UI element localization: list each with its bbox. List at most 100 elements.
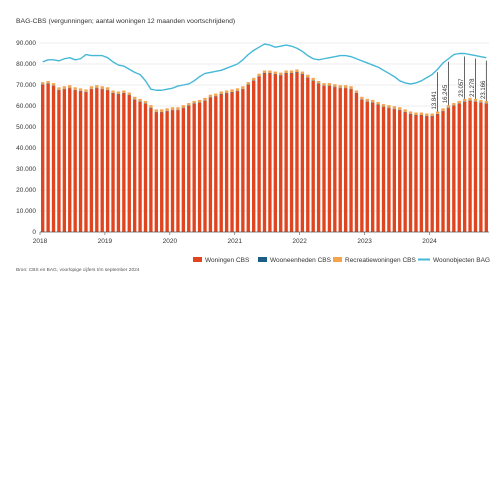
bar-woningen	[46, 83, 50, 232]
bar-woningen	[387, 108, 391, 232]
bar-recreatie	[306, 74, 310, 78]
bar-recreatie	[105, 87, 110, 90]
bar-recreatie	[295, 69, 299, 72]
bar-recreatie	[419, 112, 424, 116]
bar-woningen	[170, 110, 175, 232]
bar-woningen	[143, 103, 148, 233]
bar-woningen	[111, 93, 115, 233]
bar-recreatie	[197, 99, 202, 103]
bar-woningen	[252, 80, 256, 232]
bar-woningen	[246, 85, 250, 232]
bar-woningen	[116, 94, 121, 232]
bar-woningen	[468, 100, 472, 232]
bar-recreatie	[181, 105, 186, 108]
bar-woningen	[214, 96, 218, 232]
bar-recreatie	[84, 89, 88, 92]
bar-woningen	[425, 116, 429, 232]
y-tick-label: 30.000	[16, 166, 36, 173]
bar-recreatie	[289, 70, 294, 74]
bar-recreatie	[392, 106, 397, 109]
bar-woningen	[41, 85, 45, 232]
bar-woningen	[403, 112, 407, 232]
bar-woningen	[138, 101, 142, 232]
bar-woningen	[392, 109, 397, 232]
bar-woningen	[484, 103, 488, 233]
annotation-label: 23.166	[481, 80, 487, 99]
bar-woningen	[181, 108, 186, 232]
bars	[41, 69, 488, 233]
bar-woningen	[208, 97, 213, 232]
bar-woningen	[338, 88, 342, 233]
bar-recreatie	[333, 84, 337, 87]
legend: Woningen CBS Wooneenheden CBS Recreatiew…	[193, 257, 490, 264]
bar-woningen	[73, 90, 77, 232]
bar-recreatie	[430, 113, 434, 117]
bar-recreatie	[176, 107, 180, 110]
y-tick-label: 10.000	[16, 208, 36, 215]
bar-recreatie	[371, 99, 375, 103]
bar-woningen	[241, 89, 245, 232]
bar-woningen	[149, 108, 153, 232]
bar-woningen	[414, 115, 418, 232]
bar-recreatie	[387, 105, 391, 108]
bar-woningen	[273, 74, 277, 232]
bar-woningen	[462, 101, 467, 232]
bar-recreatie	[73, 87, 77, 90]
bar-woningen	[51, 86, 56, 232]
bar-woningen	[78, 91, 83, 232]
bar-woningen	[160, 112, 164, 232]
bar-woningen	[360, 99, 364, 232]
legend-swatch-recreatie	[333, 257, 342, 262]
bar-woningen	[268, 73, 272, 232]
bar-recreatie	[457, 100, 461, 104]
bar-recreatie	[279, 72, 283, 76]
bar-woningen	[408, 114, 413, 232]
bar-woningen	[452, 106, 456, 232]
x-tick-label: 2018	[33, 238, 48, 245]
x-tick-label: 2024	[422, 238, 437, 245]
x-tick-label: 2021	[228, 238, 243, 245]
bar-woningen	[398, 110, 402, 232]
legend-label-recreatie: Recreatiewoningen CBS	[345, 257, 416, 264]
bar-recreatie	[360, 96, 364, 100]
bar-recreatie	[381, 104, 386, 107]
bar-woningen	[122, 93, 126, 233]
legend-swatch-woningen	[193, 257, 202, 262]
y-tick-label: 40.000	[16, 145, 36, 152]
bar-woningen	[446, 108, 451, 232]
bar-recreatie	[149, 105, 153, 108]
y-tick-label: 0	[32, 229, 36, 236]
bar-woningen	[419, 115, 424, 232]
bar-woningen	[95, 88, 99, 233]
bar-woningen	[284, 73, 288, 232]
bar-woningen	[176, 110, 180, 232]
y-tick-label: 20.000	[16, 187, 36, 194]
annotations: 13.841 16.245 23.057 21.278 23.166	[432, 56, 487, 112]
series-line	[42, 43, 487, 91]
legend-label-woningen: Woningen CBS	[205, 257, 250, 264]
annotation-label: 16.245	[443, 84, 449, 103]
bar-woningen	[333, 87, 337, 232]
bar-recreatie	[138, 98, 142, 102]
bar-recreatie	[257, 73, 261, 77]
bar-recreatie	[316, 81, 321, 84]
bar-recreatie	[425, 113, 429, 117]
bar-woningen	[343, 88, 348, 233]
bar-recreatie	[214, 93, 218, 97]
bar-recreatie	[170, 107, 175, 110]
bar-woningen	[371, 102, 375, 232]
bar-recreatie	[224, 90, 229, 93]
bar-recreatie	[365, 98, 369, 102]
y-tick-label: 80.000	[16, 61, 36, 68]
bar-recreatie	[403, 109, 407, 112]
bar-recreatie	[230, 89, 234, 92]
bar-recreatie	[343, 85, 348, 88]
bar-recreatie	[154, 109, 158, 112]
bar-woningen	[473, 101, 478, 232]
bar-woningen	[289, 73, 294, 232]
chart-title: BAG-CBS (vergunningen; aantal woningen 1…	[16, 18, 235, 25]
bar-woningen	[349, 89, 353, 232]
bar-woningen	[68, 88, 72, 233]
bar-woningen	[376, 104, 380, 232]
bar-woningen	[89, 89, 94, 232]
